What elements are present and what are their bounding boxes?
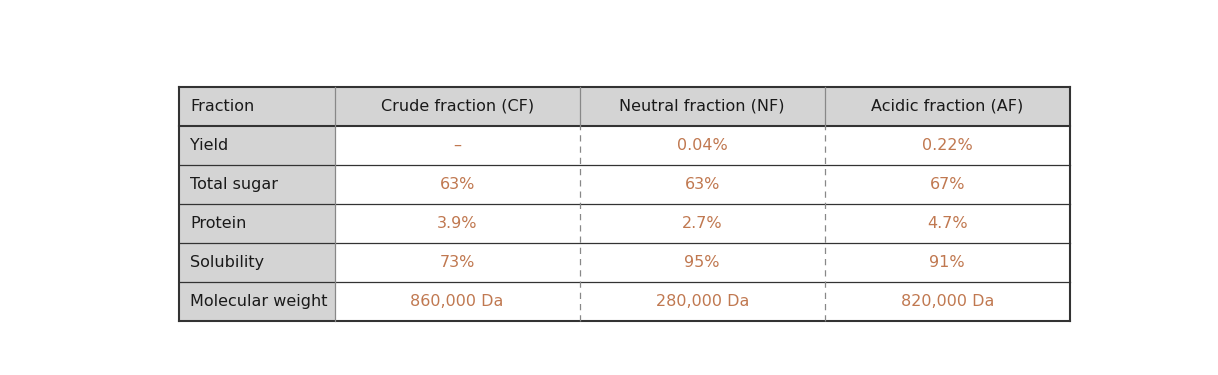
Text: 3.9%: 3.9% [437, 216, 477, 231]
Bar [335, 126, 580, 165]
Bar [825, 87, 1069, 126]
Bar [335, 87, 580, 126]
Text: 280,000 Da: 280,000 Da [655, 294, 749, 309]
Bar [179, 282, 335, 321]
Text: 73%: 73% [440, 255, 475, 270]
Text: 95%: 95% [685, 255, 720, 270]
Bar [580, 126, 825, 165]
Text: Protein: Protein [190, 216, 246, 231]
Bar [179, 87, 335, 126]
Bar [825, 282, 1069, 321]
Text: 860,000 Da: 860,000 Da [410, 294, 504, 309]
Bar [580, 204, 825, 243]
Text: Solubility: Solubility [190, 255, 264, 270]
Text: Crude fraction (CF): Crude fraction (CF) [380, 99, 533, 114]
Text: Acidic fraction (AF): Acidic fraction (AF) [871, 99, 1023, 114]
Bar [335, 204, 580, 243]
Bar [825, 243, 1069, 282]
Bar [580, 243, 825, 282]
Text: Total sugar: Total sugar [190, 177, 278, 192]
Text: 0.22%: 0.22% [922, 138, 973, 153]
Text: 0.04%: 0.04% [677, 138, 727, 153]
Text: Neutral fraction (NF): Neutral fraction (NF) [620, 99, 784, 114]
Bar [179, 243, 335, 282]
Bar [580, 165, 825, 204]
Bar [825, 204, 1069, 243]
Bar [335, 243, 580, 282]
Text: 63%: 63% [685, 177, 720, 192]
Text: 4.7%: 4.7% [927, 216, 967, 231]
Text: –: – [453, 138, 462, 153]
Text: 820,000 Da: 820,000 Da [900, 294, 994, 309]
Bar [179, 204, 335, 243]
Bar [335, 165, 580, 204]
Text: 91%: 91% [929, 255, 965, 270]
Text: Molecular weight: Molecular weight [190, 294, 328, 309]
Bar [335, 282, 580, 321]
Text: 63%: 63% [440, 177, 475, 192]
Text: 2.7%: 2.7% [682, 216, 722, 231]
Bar [179, 126, 335, 165]
Bar [179, 165, 335, 204]
Bar [580, 87, 825, 126]
Bar [580, 282, 825, 321]
Text: Yield: Yield [190, 138, 228, 153]
Bar [825, 126, 1069, 165]
Text: Fraction: Fraction [190, 99, 255, 114]
Bar [825, 165, 1069, 204]
Text: 67%: 67% [929, 177, 965, 192]
